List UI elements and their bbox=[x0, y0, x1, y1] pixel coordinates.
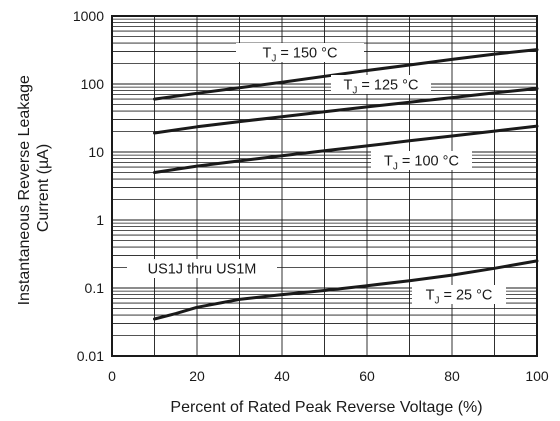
x-tick-label: 80 bbox=[444, 368, 460, 384]
curve-label-0: TJ = 150 °C bbox=[263, 46, 338, 65]
x-tick-label: 0 bbox=[108, 368, 116, 384]
x-tick-label: 100 bbox=[525, 368, 549, 384]
tick-labels: 0 20 40 60 80 100 0.01 0.1 1 10 100 1000 bbox=[73, 8, 549, 384]
curve-label-bg bbox=[412, 285, 506, 304]
curve-label-bg bbox=[236, 43, 364, 62]
y-axis-label-line-2: Current (µA) bbox=[35, 144, 52, 232]
curve-label-2: TJ = 100 °C bbox=[384, 154, 459, 173]
x-axis-label: Percent of Rated Peak Reverse Voltage (%… bbox=[170, 399, 482, 416]
y-tick-label: 100 bbox=[81, 76, 105, 92]
y-axis-label-line-1: Instantaneous Reverse Leakage bbox=[16, 75, 33, 305]
curve-label-1: TJ = 125 °C bbox=[344, 78, 419, 97]
curve-label-4: US1J thru US1M bbox=[148, 262, 257, 278]
series-line-2 bbox=[153, 124, 539, 174]
plot-frame bbox=[111, 15, 538, 357]
curve-label-3: TJ = 25 °C bbox=[426, 288, 493, 307]
curve-label-bg bbox=[127, 259, 277, 278]
y-tick-label: 0.01 bbox=[77, 348, 104, 364]
series-lines bbox=[153, 48, 539, 321]
x-tick-label: 20 bbox=[189, 368, 205, 384]
curve-labels: TJ = 150 °C TJ = 125 °C TJ = 100 °C US1J th… bbox=[127, 43, 506, 307]
series-line-0 bbox=[153, 48, 539, 101]
y-axis-label: Instantaneous Reverse Leakage Current (µ… bbox=[16, 71, 52, 306]
y-tick-label: 1000 bbox=[73, 8, 104, 24]
curve-label-bg bbox=[331, 75, 431, 94]
x-tick-label: 60 bbox=[359, 368, 375, 384]
grid bbox=[112, 16, 537, 356]
series-line-1 bbox=[153, 87, 539, 135]
y-tick-label: 10 bbox=[88, 144, 104, 160]
x-tick-label: 40 bbox=[274, 368, 290, 384]
y-tick-label: 0.1 bbox=[85, 280, 105, 296]
curve-label-bg bbox=[371, 151, 472, 170]
series-line-3 bbox=[153, 259, 539, 321]
y-tick-label: 1 bbox=[96, 212, 104, 228]
